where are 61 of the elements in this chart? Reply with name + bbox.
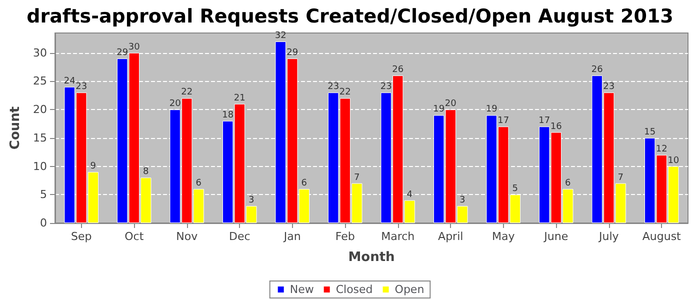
data-label: 23: [76, 82, 88, 92]
data-label: 8: [143, 167, 150, 178]
data-label: 6: [301, 178, 308, 188]
legend-label: New: [290, 283, 314, 296]
data-label: 24: [64, 76, 76, 86]
x-tick-label: Dec: [228, 230, 250, 243]
data-label: 18: [222, 110, 234, 120]
x-tick-label: Nov: [176, 230, 198, 243]
data-label: 23: [380, 82, 392, 92]
x-axis-title: Month: [348, 250, 395, 265]
legend-label: Open: [394, 283, 424, 296]
y-tick-label: 30: [33, 46, 47, 60]
y-tick-label: 15: [33, 131, 47, 144]
data-label: 6: [565, 178, 572, 188]
data-label: 23: [328, 82, 340, 92]
data-label: 19: [433, 104, 445, 115]
x-tick-label: Jan: [282, 230, 301, 243]
x-tick-label: April: [438, 230, 464, 243]
data-label: 30: [128, 42, 140, 52]
data-label: 7: [618, 172, 624, 183]
data-label: 10: [668, 156, 680, 166]
data-label: 23: [603, 82, 615, 92]
y-axis-title: Count: [8, 106, 24, 150]
y-tick-label: 10: [33, 160, 47, 173]
data-label: 29: [286, 48, 298, 58]
data-label: 3: [248, 195, 254, 206]
x-tick-label: Sep: [71, 230, 92, 243]
data-label: 3: [460, 195, 466, 206]
x-tick-label: May: [492, 230, 516, 243]
y-tick-label: 0: [40, 216, 47, 230]
data-label: 7: [354, 172, 360, 183]
x-tick-label: July: [598, 230, 620, 243]
data-label: 26: [591, 65, 604, 76]
y-tick-label: 5: [40, 188, 47, 202]
data-label: 17: [538, 116, 550, 126]
data-label: 16: [550, 122, 562, 132]
x-tick-label: March: [381, 230, 415, 243]
x-tick-label: June: [543, 230, 568, 243]
data-label: 19: [486, 104, 498, 115]
data-label: 29: [116, 48, 128, 58]
x-tick-label: Oct: [124, 230, 144, 243]
data-label: 17: [498, 116, 510, 126]
data-label: 26: [392, 65, 404, 76]
x-tick-label: Feb: [335, 230, 355, 243]
data-label: 20: [169, 99, 182, 110]
y-tick-label: 25: [33, 74, 47, 88]
data-label: 15: [644, 127, 656, 138]
data-label: 5: [512, 184, 518, 194]
y-tick-label: 20: [33, 103, 47, 116]
legend-label: Closed: [336, 283, 373, 296]
chart-title: drafts-approval Requests Created/Closed/Open August 2013: [26, 6, 674, 28]
data-label: 21: [234, 93, 246, 104]
data-label: 22: [181, 88, 193, 98]
data-label: 9: [90, 161, 96, 172]
data-label: 12: [656, 144, 668, 154]
data-label: 6: [196, 178, 202, 188]
data-label: 32: [274, 31, 286, 42]
data-label: 4: [406, 190, 413, 200]
x-tick-label: August: [642, 230, 682, 243]
data-label: 20: [444, 99, 457, 110]
data-label: 22: [339, 88, 351, 98]
